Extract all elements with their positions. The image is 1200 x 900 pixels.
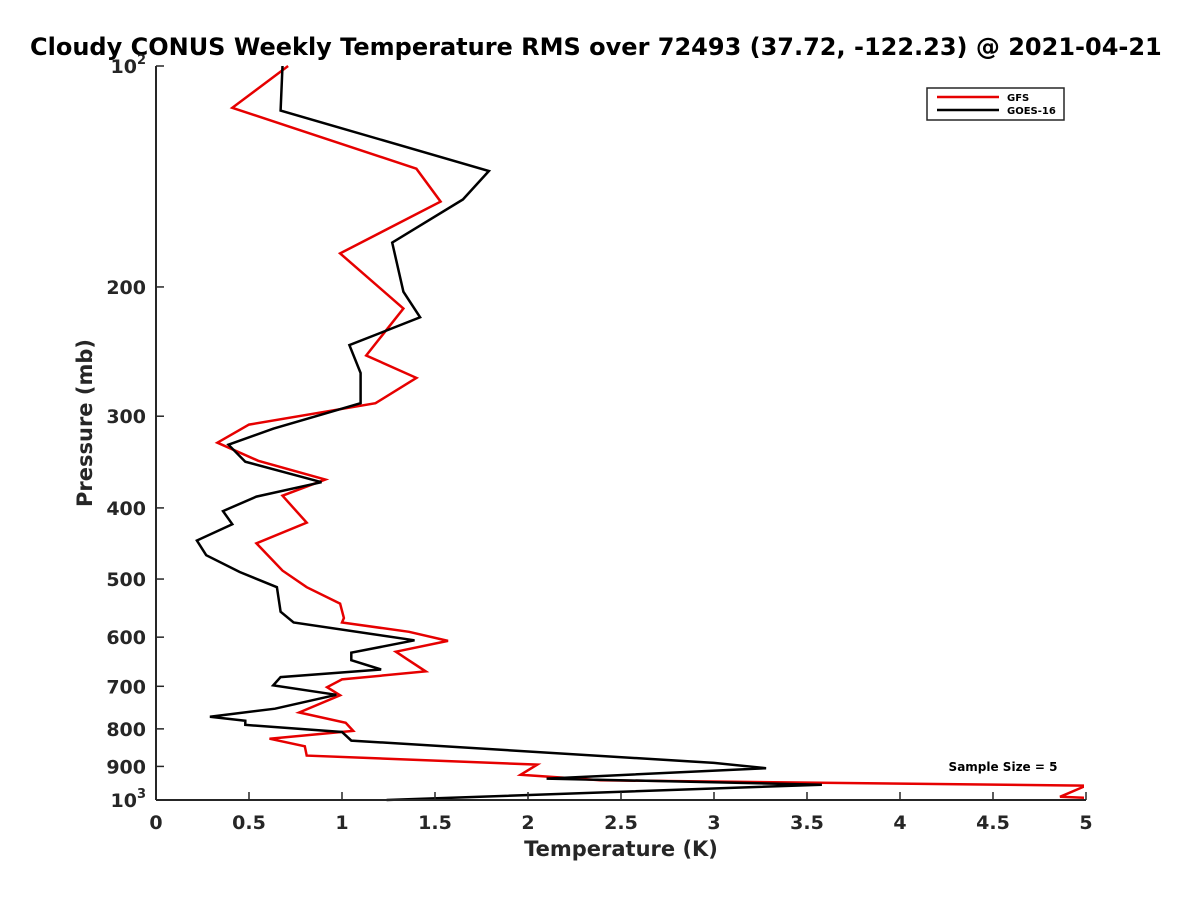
x-axis-label: Temperature (K) (524, 837, 718, 861)
y-tick-base: 200 (106, 277, 146, 299)
y-tick-base: 700 (106, 676, 146, 698)
y-tick-label: 500 (106, 569, 146, 591)
legend: GFS GOES-16 (926, 87, 1065, 121)
x-tick-label: 0 (149, 812, 162, 834)
y-tick-base: 10 (111, 56, 137, 78)
y-tick-exponent: 2 (137, 53, 146, 68)
x-tick-label: 3.5 (790, 812, 824, 834)
y-tick-base: 400 (106, 498, 146, 520)
x-tick-label: 3 (707, 812, 720, 834)
y-tick-label: 800 (106, 719, 146, 741)
series-line-gfs (214, 64, 1084, 799)
y-tick-label: 300 (106, 406, 146, 428)
legend-label: GOES-16 (1007, 106, 1056, 117)
sample-size-annotation: Sample Size = 5 (949, 760, 1058, 774)
series-line-goes-16 (195, 65, 822, 802)
y-tick-label: 102 (111, 53, 147, 78)
x-tick-label: 4.5 (976, 812, 1010, 834)
y-tick-base: 900 (106, 756, 146, 778)
y-tick-base: 300 (106, 406, 146, 428)
y-tick-base: 10 (111, 790, 137, 812)
y-tick-label: 400 (106, 498, 146, 520)
x-tick-label: 1.5 (418, 812, 452, 834)
x-tick-label: 2 (521, 812, 534, 834)
y-tick-base: 500 (106, 569, 146, 591)
legend-box (926, 87, 1065, 121)
legend-label: GFS (1007, 93, 1029, 104)
y-tick-label: 103 (111, 787, 147, 812)
x-axis-ticks: 0 0.5 1 1.5 2 2.5 3 3.5 4 4.5 5 (149, 792, 1093, 834)
chart-title: Cloudy CONUS Weekly Temperature RMS over… (30, 33, 1162, 61)
x-tick-label: 5 (1079, 812, 1092, 834)
y-tick-base: 600 (106, 627, 146, 649)
y-tick-label: 700 (106, 676, 146, 698)
x-tick-label: 4 (893, 812, 906, 834)
y-tick-base: 800 (106, 719, 146, 741)
series-layer (195, 64, 1084, 802)
y-tick-exponent: 3 (137, 787, 146, 802)
y-tick-label: 200 (106, 277, 146, 299)
x-tick-label: 1 (335, 812, 348, 834)
x-tick-label: 0.5 (232, 812, 266, 834)
y-axis-label: Pressure (mb) (73, 339, 97, 507)
y-tick-label: 900 (106, 756, 146, 778)
x-tick-label: 2.5 (604, 812, 638, 834)
y-tick-label: 600 (106, 627, 146, 649)
